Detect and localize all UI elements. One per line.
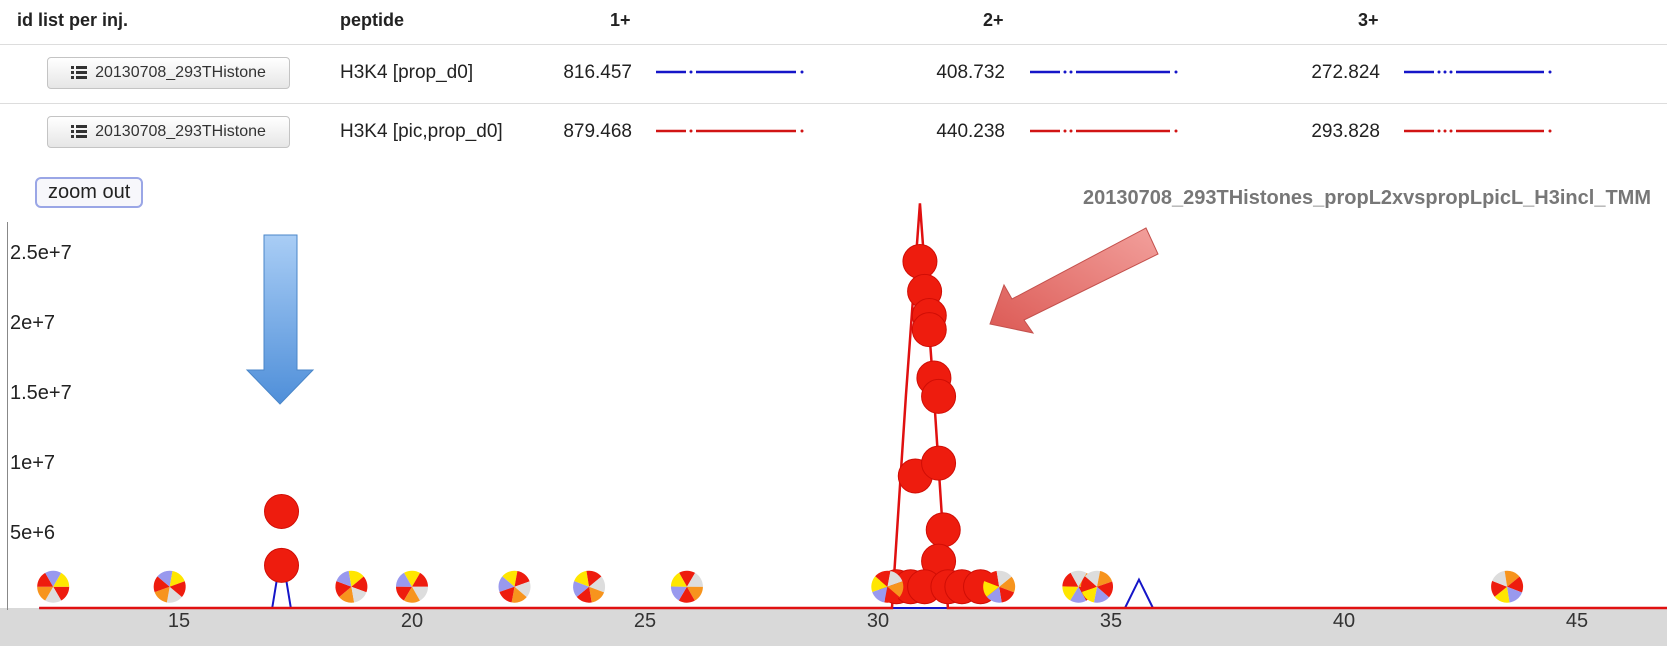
- table-row: 20130708_293THistone H3K4 [prop_d0] 816.…: [0, 45, 1667, 104]
- mz-charge-3: 272.824: [1311, 62, 1380, 83]
- pie-marker[interactable]: [37, 570, 70, 603]
- x-tick-label: 35: [1099, 610, 1123, 632]
- y-tick-label: 5e+6: [10, 522, 56, 544]
- id-marker[interactable]: [925, 512, 961, 548]
- red-arrow-annotation: [989, 227, 1159, 334]
- id-list-button[interactable]: 20130708_293THistone: [47, 116, 290, 148]
- x-tick-label: 20: [400, 610, 424, 632]
- id-marker[interactable]: [264, 493, 300, 529]
- pie-marker[interactable]: [670, 570, 703, 603]
- mz-charge-1: 879.468: [563, 121, 632, 142]
- mz-charge-2: 408.732: [936, 62, 1005, 83]
- id-marker[interactable]: [911, 312, 947, 348]
- peptide-name: H3K4 [pic,prop_d0]: [340, 121, 503, 142]
- pie-marker[interactable]: [1081, 570, 1114, 603]
- legend-line-charge-3: [1404, 70, 1552, 74]
- legend-line-charge-2: [1030, 129, 1178, 133]
- x-tick-label: 40: [1332, 610, 1356, 632]
- mz-charge-1: 816.457: [563, 62, 632, 83]
- peptide-name: H3K4 [prop_d0]: [340, 62, 474, 83]
- id-marker[interactable]: [921, 445, 957, 481]
- id-list-button-label: 20130708_293THistone: [95, 123, 266, 140]
- y-tick-label: 1.5e+7: [10, 382, 72, 404]
- y-tick-label: 1e+7: [10, 452, 56, 474]
- table-row: 20130708_293THistone H3K4 [pic,prop_d0] …: [0, 104, 1667, 162]
- blue-arrow-annotation: [245, 234, 315, 405]
- pie-marker[interactable]: [153, 570, 186, 603]
- header-id-list: id list per inj.: [17, 10, 129, 30]
- header-charge-3: 3+: [1358, 10, 1379, 30]
- plot-area: [37, 203, 1667, 610]
- pie-marker[interactable]: [983, 570, 1016, 603]
- header-charge-2: 2+: [983, 10, 1004, 30]
- id-marker[interactable]: [921, 378, 957, 414]
- x-tick-label: 30: [866, 610, 890, 632]
- id-marker[interactable]: [902, 244, 938, 280]
- id-list-button[interactable]: 20130708_293THistone: [47, 57, 290, 89]
- x-tick-label: 15: [167, 610, 191, 632]
- pie-marker[interactable]: [1491, 570, 1524, 603]
- header-peptide: peptide: [340, 10, 405, 30]
- pie-marker[interactable]: [573, 570, 606, 603]
- list-icon: [71, 125, 88, 139]
- list-icon: [71, 66, 88, 80]
- y-tick-label: 2.5e+7: [10, 242, 72, 264]
- y-axis-line: [7, 222, 8, 610]
- chromatogram-chart[interactable]: 2.5e+7 2e+7 1.5e+7 1e+7 5e+6 15 20 25 30…: [0, 162, 1667, 646]
- chart-title: 20130708_293THistones_propL2xvspropLpicL…: [1083, 187, 1651, 209]
- x-tick-label: 45: [1565, 610, 1589, 632]
- mz-charge-3: 293.828: [1311, 121, 1380, 142]
- series-line: [39, 203, 1667, 610]
- legend-line-charge-1: [656, 129, 804, 133]
- legend-line-charge-3: [1404, 129, 1552, 133]
- legend-line-charge-2: [1030, 70, 1178, 74]
- pie-marker[interactable]: [498, 570, 531, 603]
- id-marker[interactable]: [264, 547, 300, 583]
- y-tick-label: 2e+7: [10, 312, 56, 334]
- pie-marker[interactable]: [335, 570, 368, 603]
- table-header: id list per inj. peptide 1+ 2+ 3+: [0, 0, 1667, 45]
- pie-marker[interactable]: [871, 570, 904, 603]
- legend-line-charge-1: [656, 70, 804, 74]
- zoom-out-button[interactable]: zoom out: [35, 177, 144, 208]
- header-charge-1: 1+: [610, 10, 631, 30]
- x-tick-label: 25: [633, 610, 657, 632]
- x-axis-band: [0, 608, 1667, 646]
- pie-marker[interactable]: [396, 570, 428, 603]
- mz-charge-2: 440.238: [936, 121, 1005, 142]
- id-list-button-label: 20130708_293THistone: [95, 64, 266, 81]
